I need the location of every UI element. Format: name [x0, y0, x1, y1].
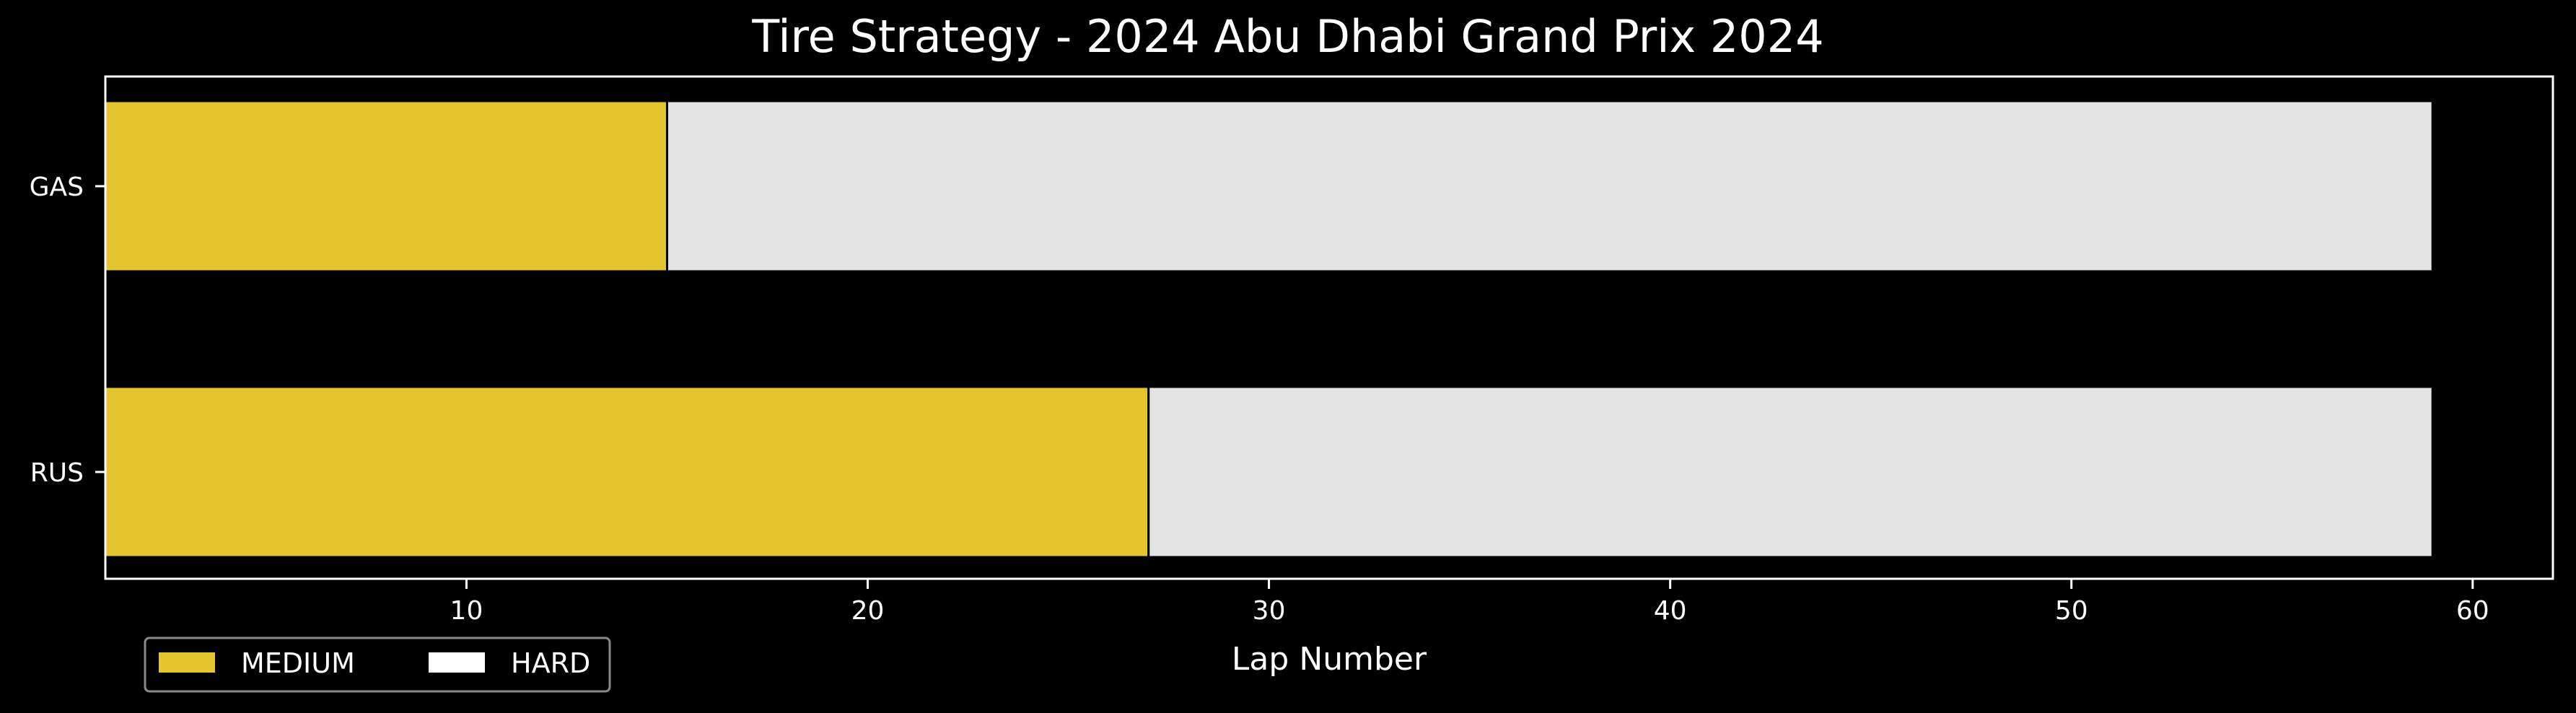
stint-bar-gas-hard — [665, 100, 2434, 273]
y-tick-label-gas: GAS — [30, 172, 84, 202]
legend: MEDIUM HARD — [144, 637, 611, 693]
chart-title: Tire Strategy - 2024 Abu Dhabi Grand Pri… — [751, 10, 1823, 63]
legend-label-medium: MEDIUM — [241, 647, 355, 679]
x-tick-label: 40 — [1654, 596, 1687, 626]
x-tick-label: 30 — [1253, 596, 1286, 626]
x-tick-label: 60 — [2456, 596, 2489, 626]
x-axis-label: Lap Number — [1232, 641, 1427, 678]
x-tick-label: 20 — [851, 596, 885, 626]
y-tick-label-rus: RUS — [30, 458, 84, 488]
legend-label-hard: HARD — [511, 647, 590, 679]
bars-layer — [104, 100, 2434, 559]
x-tick-label: 10 — [450, 596, 483, 626]
x-axis-ticks: 10 20 30 40 50 60 — [450, 579, 2489, 626]
y-axis-ticks: GAS RUS — [30, 172, 105, 488]
legend-swatch-medium — [159, 652, 215, 673]
stint-bar-rus-hard — [1147, 385, 2434, 559]
x-tick-label: 50 — [2055, 596, 2088, 626]
legend-swatch-hard — [429, 652, 485, 673]
plot-frame — [104, 75, 2554, 580]
legend-frame — [144, 637, 611, 693]
stint-bar-gas-medium — [104, 100, 668, 273]
stint-bar-rus-medium — [104, 385, 1150, 559]
